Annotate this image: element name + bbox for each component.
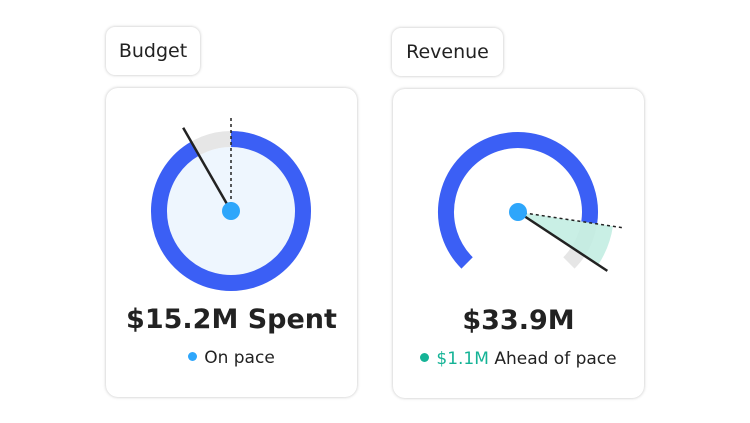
revenue-gauge	[438, 132, 623, 272]
gauge-progress-arc	[151, 131, 311, 291]
revenue-value: $33.9M	[462, 305, 575, 336]
gauge-needle	[182, 127, 233, 212]
budget-value: $15.2M Spent	[126, 304, 337, 335]
revenue-tab-label: Revenue	[406, 41, 489, 63]
budget-gauge	[151, 117, 311, 291]
revenue-tab[interactable]: Revenue	[392, 28, 503, 76]
revenue-status-label: Ahead of pace	[494, 349, 617, 369]
budget-status-label: On pace	[204, 348, 275, 368]
revenue-card: $33.9M $1.1M Ahead of pace	[393, 89, 644, 398]
gauge-progress-arc	[438, 132, 598, 269]
ahead-wedge	[518, 212, 613, 265]
status-dot-icon	[188, 351, 198, 361]
gauge-center-dot	[222, 202, 240, 220]
revenue-status-amount: $1.1M	[436, 349, 489, 369]
budget-card: $15.2M Spent On pace	[106, 88, 357, 397]
budget-tab[interactable]: Budget	[106, 27, 200, 75]
gauge-center-dot	[509, 203, 527, 221]
gauge-needle	[517, 210, 609, 272]
revenue-status: $1.1M Ahead of pace	[393, 349, 644, 369]
budget-status: On pace	[106, 348, 357, 368]
status-dot-icon	[420, 352, 430, 362]
budget-tab-label: Budget	[118, 40, 188, 62]
